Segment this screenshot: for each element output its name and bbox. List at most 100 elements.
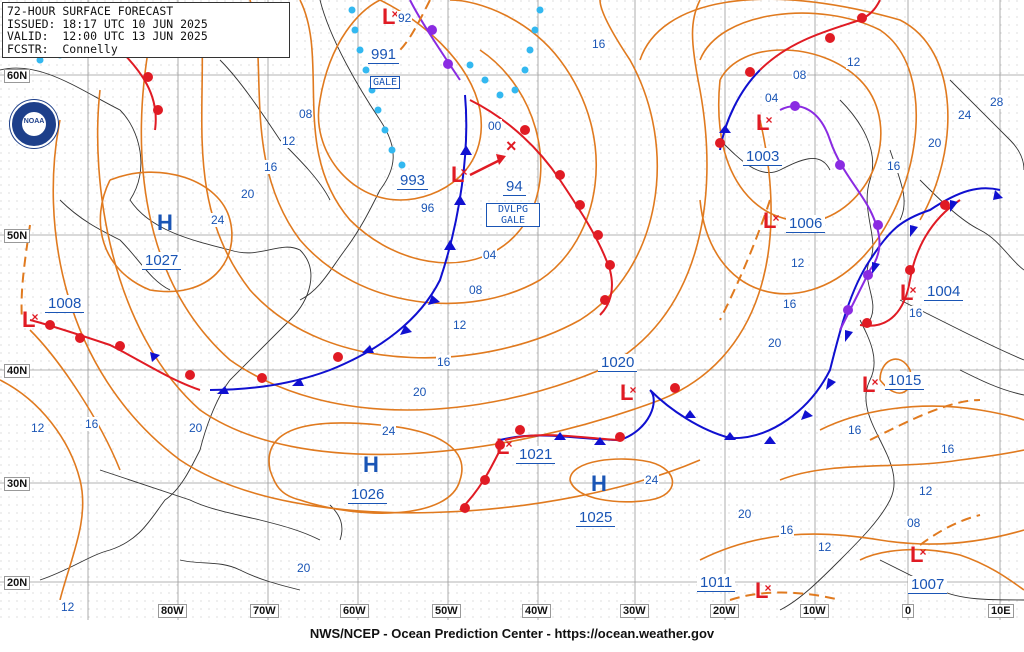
- lat-label-30n: 30N: [4, 477, 31, 491]
- pressure-value-991: 991: [368, 46, 400, 64]
- lon-label-50w: 50W: [432, 604, 461, 618]
- lon-label-30w: 30W: [620, 604, 649, 618]
- lon-label-80w: 80W: [158, 604, 187, 618]
- isobar-label: 12: [817, 540, 833, 554]
- pressure-value-1025: 1025: [576, 509, 616, 527]
- isobar-label: 24: [957, 108, 973, 122]
- isobar-label: 16: [84, 417, 100, 431]
- header-valid: VALID: 12:00 UTC 13 JUN 2025: [7, 29, 208, 43]
- low-center-symbol: L: [451, 162, 471, 188]
- isobar-label: 12: [846, 55, 862, 69]
- warning-dvlpg-gale-badge: DVLPG GALE: [486, 203, 540, 227]
- pressure-value-1011: 1011: [697, 574, 736, 592]
- isobar-label: 08: [468, 283, 484, 297]
- low-center-symbol: L: [620, 380, 640, 406]
- warning-gale-badge: GALE: [370, 76, 401, 89]
- isobar-label: 16: [263, 160, 279, 174]
- pressure-value-1015: 1015: [885, 372, 925, 390]
- isobar-label: 96: [420, 201, 436, 215]
- isobar-label: 24: [381, 424, 397, 438]
- pressure-value-1003: 1003: [743, 148, 783, 166]
- forecast-header: 72-HOUR SURFACE FORECAST ISSUED: 18:17 U…: [2, 2, 290, 58]
- isobar-label: 04: [482, 248, 498, 262]
- lat-label-60n: 60N: [4, 69, 31, 83]
- isobar-label: 20: [927, 136, 943, 150]
- isobar-label: 20: [412, 385, 428, 399]
- header-forecaster: FCSTR: Connelly: [7, 41, 118, 56]
- isobar-label: 12: [918, 484, 934, 498]
- isobar-label: 20: [188, 421, 204, 435]
- low-center-symbol: L: [910, 542, 930, 568]
- low-center-symbol: L: [22, 307, 42, 333]
- low-center-symbol: L: [862, 372, 882, 398]
- isobar-label: 92: [397, 11, 413, 25]
- trough-6: [399, 0, 431, 51]
- occluded-front-symbols: [427, 25, 883, 315]
- pressure-value-1026: 1026: [348, 486, 388, 504]
- isobar-label: 12: [452, 318, 468, 332]
- isobar-label: 12: [790, 256, 806, 270]
- lon-label-10w: 10W: [800, 604, 829, 618]
- isobar-label: 16: [782, 297, 798, 311]
- isobar-label: 16: [940, 442, 956, 456]
- header-title: 72-HOUR SURFACE FORECAST: [7, 4, 174, 18]
- footer-credit: NWS/NCEP - Ocean Prediction Center - htt…: [309, 626, 715, 641]
- isobar-label: 20: [767, 336, 783, 350]
- lon-label-60w: 60W: [340, 604, 369, 618]
- svg-text:×: ×: [506, 136, 517, 156]
- header-issued: ISSUED: 18:17 UTC 10 JUN 2025: [7, 16, 208, 31]
- storm-track-arrow: [469, 158, 501, 177]
- pressure-value-1007: 1007: [908, 576, 948, 594]
- low-center-symbol: L: [756, 110, 776, 136]
- isobar-label: 12: [60, 600, 76, 614]
- trough-1: [719, 199, 771, 321]
- isobar-label: 24: [210, 213, 226, 227]
- isobar-label: 12: [281, 134, 297, 148]
- low-center-symbol: L: [900, 280, 920, 306]
- isobar-label: 24: [644, 473, 660, 487]
- isobar-label: 16: [847, 423, 863, 437]
- isobar-label: 16: [591, 37, 607, 51]
- trough-4: [919, 514, 981, 546]
- lat-label-20n: 20N: [4, 576, 31, 590]
- isobar-label: 20: [737, 507, 753, 521]
- lon-label-40w: 40W: [522, 604, 551, 618]
- occluded-front-1: [779, 105, 881, 331]
- pressure-value-1004: 1004: [924, 283, 964, 301]
- trough-3: [729, 591, 841, 601]
- noaa-logo-text: NOAA: [23, 118, 45, 125]
- low-center-symbol: L: [382, 4, 402, 30]
- isobar-label: 20: [240, 187, 256, 201]
- isobar-label: 08: [906, 516, 922, 530]
- lon-label-10e: 10E: [988, 604, 1014, 618]
- trough-2: [869, 399, 981, 441]
- isobar-label: 12: [30, 421, 46, 435]
- isobar-label: 04: [764, 91, 780, 105]
- lon-label-70w: 70W: [250, 604, 279, 618]
- pressure-value-94: 94: [503, 178, 526, 196]
- high-center-symbol: H: [591, 471, 607, 496]
- low-center-symbol: L: [755, 578, 775, 604]
- noaa-logo: NOAA: [10, 100, 58, 148]
- pressure-value-1021: 1021: [516, 446, 556, 464]
- isobar-label: 16: [908, 306, 924, 320]
- isobar-label: 08: [298, 107, 314, 121]
- isobar-label: 16: [886, 159, 902, 173]
- isobar-label: 20: [296, 561, 312, 575]
- cold-front-symbols: [150, 125, 1003, 445]
- low-center-symbol: L: [496, 434, 516, 460]
- high-center-symbol: H: [157, 210, 173, 235]
- pressure-value-1027: 1027: [142, 252, 182, 270]
- pressure-value-1008: 1008: [45, 295, 85, 313]
- isobar-label: 08: [792, 68, 808, 82]
- isobar-label: 16: [779, 523, 795, 537]
- isobar-label: 00: [487, 119, 503, 133]
- high-center-symbol: H: [363, 452, 379, 477]
- isobar-label: 28: [989, 95, 1005, 109]
- low-center-symbol: L: [763, 208, 783, 234]
- warm-front-symbols: [45, 13, 950, 513]
- warm-front-5: [759, 0, 881, 71]
- pressure-value-1020: 1020: [598, 354, 638, 372]
- pressure-value-993: 993: [397, 172, 429, 190]
- pressure-value-1006: 1006: [786, 215, 826, 233]
